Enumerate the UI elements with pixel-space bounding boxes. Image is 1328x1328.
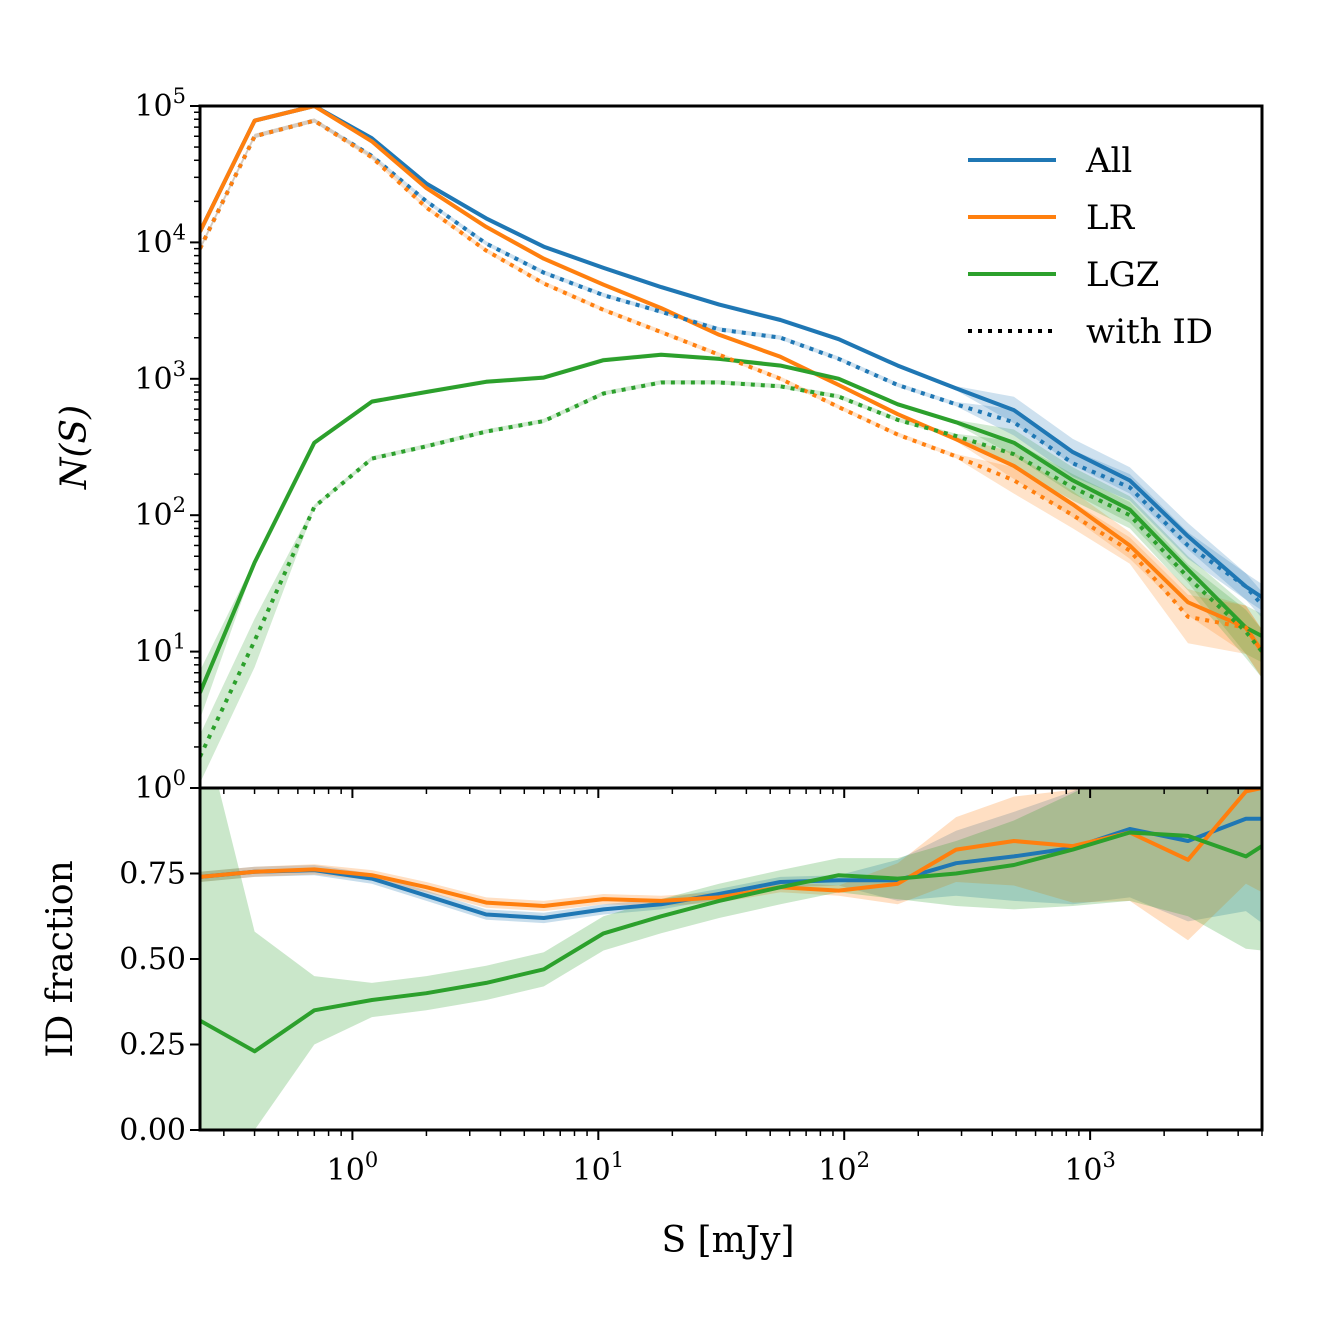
fraction-series-lines: [200, 788, 1262, 1054]
ticks: 100 101 102 103 104 105 0.00 0.25 0.50 0.75 100 101…: [119, 84, 1263, 1188]
legend-label-0: All: [1085, 141, 1132, 181]
fraction-line-2: [200, 830, 1262, 1054]
counts-line-4: [200, 118, 1262, 653]
counts-line-2: [200, 352, 1262, 694]
counts-band-2: [200, 352, 1262, 720]
counts-line-1: [200, 106, 1262, 653]
legend-label-3: with ID: [1086, 312, 1213, 352]
counts-series-lines: [200, 106, 1262, 758]
fraction-y-tick-label: 0.00: [119, 1113, 186, 1148]
fraction-band-1: [200, 788, 1262, 941]
fraction-y-tick-label: 0.25: [119, 1028, 186, 1063]
legend: All LR LGZ with ID: [968, 141, 1213, 352]
bottom-y-axis-label: ID fraction: [40, 860, 81, 1058]
counts-line-3: [200, 118, 1262, 607]
counts-line-0: [200, 106, 1262, 599]
fraction-y-tick-label: 0.75: [119, 857, 186, 892]
fraction-band-0: [200, 788, 1262, 924]
top-y-axis-label: N(S): [54, 405, 95, 490]
counts-uncertainty-bands: [200, 106, 1262, 783]
x-tick-label: 103: [1064, 1148, 1116, 1188]
counts-y-tick-label: 101: [134, 630, 186, 670]
counts-y-tick-label: 105: [134, 84, 186, 124]
counts-y-tick-label: 104: [134, 220, 186, 260]
fraction-y-tick-label: 0.50: [119, 942, 186, 977]
legend-label-2: LGZ: [1086, 255, 1159, 295]
counts-line-5: [200, 380, 1262, 758]
fraction-band-2: [200, 788, 1262, 1130]
fraction-line-0: [200, 816, 1262, 920]
x-tick-label: 102: [818, 1148, 870, 1188]
counts-y-tick-label: 103: [134, 357, 186, 397]
x-tick-label: 101: [573, 1148, 625, 1188]
counts-y-tick-label: 100: [134, 766, 186, 806]
x-tick-label: 100: [327, 1148, 379, 1188]
legend-label-1: LR: [1086, 198, 1136, 238]
x-axis-label: S [mJy]: [661, 1220, 794, 1261]
fraction-uncertainty-bands: [200, 788, 1262, 1130]
counts-y-tick-label: 102: [134, 493, 186, 533]
